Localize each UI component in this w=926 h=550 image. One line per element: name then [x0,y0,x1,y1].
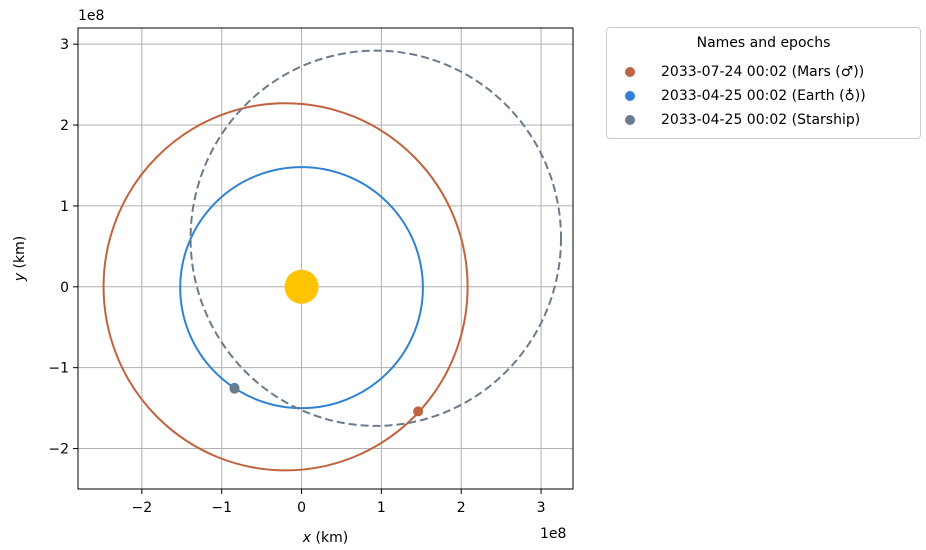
legend-label-starship: 2033-04-25 00:02 (Starship) [661,112,861,128]
y-axis-label: y (km) [12,236,28,282]
x-tick-label: −2 [132,500,153,516]
x-tick-label: 2 [457,500,466,516]
legend-marker-starship [625,115,635,125]
point-marker-0 [413,406,424,417]
y-tick-label: −2 [48,442,69,458]
ticks: −2 −1 0 1 2 3 −2 −1 0 1 2 3 [48,37,545,516]
orbit-mars [102,102,469,472]
y-tick-label: 3 [60,37,69,53]
x-axis-var: x [302,530,312,546]
y-tick-label: 0 [60,280,69,296]
legend-marker-mars [625,67,635,77]
point-marker-2 [229,383,240,394]
x-offset-text: 1e8 [540,526,566,542]
y-tick-label: 2 [60,118,69,134]
orbits [102,49,563,472]
sun-marker [284,269,319,304]
legend-label-mars: 2033-07-24 00:02 (Mars (♂)) [661,64,865,80]
x-axis-unit: (km) [311,530,348,546]
x-tick-label: −1 [211,500,232,516]
y-tick-label: 1 [60,199,69,215]
legend-title: Names and epochs [696,35,831,51]
y-offset-text: 1e8 [78,8,104,24]
x-tick-label: 1 [377,500,386,516]
legend-entry-starship: 2033-04-25 00:02 (Starship) [625,109,860,131]
x-tick-label: 3 [537,500,546,516]
orbit-starship [189,49,563,427]
legend: Names and epochs 2033-07-24 00:02 (Mars … [606,27,921,139]
y-axis-var: y [12,272,28,282]
axes-frame [77,27,574,490]
legend-entry-earth: 2033-04-25 00:02 (Earth (♁)) [625,85,866,107]
x-axis-label: x (km) [302,530,348,546]
legend-entry-mars: 2033-07-24 00:02 (Mars (♂)) [625,61,864,83]
y-axis-unit: (km) [12,236,28,273]
legend-label-earth: 2033-04-25 00:02 (Earth (♁)) [661,88,866,104]
y-tick-label: −1 [48,361,69,377]
points [229,269,424,417]
orbit-earth [179,166,424,410]
legend-marker-earth [625,91,635,101]
x-tick-label: 0 [297,500,306,516]
